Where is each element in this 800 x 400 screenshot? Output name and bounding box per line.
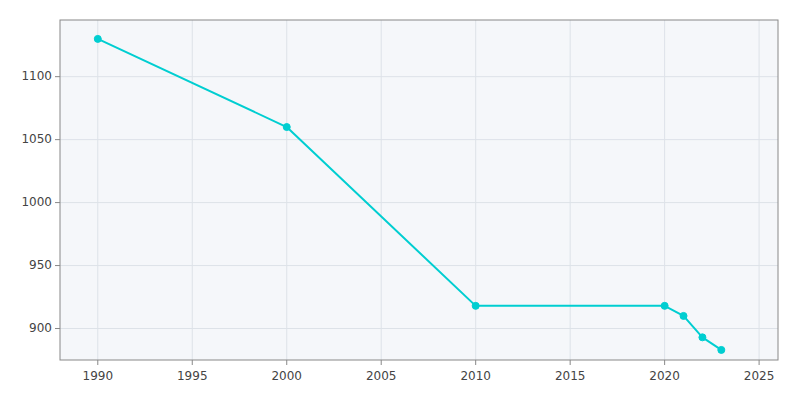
x-grid-line xyxy=(381,20,382,360)
y-tick xyxy=(55,265,60,266)
data-point xyxy=(472,302,479,309)
plot-background xyxy=(60,20,778,360)
x-grid-line xyxy=(286,20,287,360)
data-point xyxy=(94,35,101,42)
y-tick xyxy=(55,139,60,140)
data-point xyxy=(718,346,725,353)
x-tick xyxy=(97,360,98,365)
x-tick xyxy=(570,360,571,365)
y-tick-label: 1100 xyxy=(21,69,52,83)
x-grid-line xyxy=(97,20,98,360)
data-point xyxy=(680,312,687,319)
y-tick xyxy=(55,202,60,203)
x-tick xyxy=(192,360,193,365)
x-tick-label: 2020 xyxy=(649,369,680,383)
x-tick-label: 2015 xyxy=(555,369,586,383)
data-group xyxy=(94,35,725,353)
data-point xyxy=(661,302,668,309)
chart-svg: 900 950 1000 1050 1100 1990 1995 2000 2005 2010 20… xyxy=(0,0,800,400)
data-point xyxy=(283,124,290,131)
x-grid-line xyxy=(759,20,760,360)
grid xyxy=(60,20,778,360)
x-tick xyxy=(475,360,476,365)
x-tick-label: 2025 xyxy=(744,369,775,383)
x-tick-label: 2000 xyxy=(271,369,302,383)
x-tick xyxy=(286,360,287,365)
x-tick-label: 1990 xyxy=(83,369,114,383)
data-point xyxy=(699,334,706,341)
y-tick xyxy=(55,76,60,77)
y-tick-label: 900 xyxy=(29,321,52,335)
x-tick xyxy=(759,360,760,365)
y-grid-line xyxy=(60,328,778,329)
x-grid-line xyxy=(192,20,193,360)
y-grid-line xyxy=(60,265,778,266)
y-grid-line xyxy=(60,202,778,203)
x-tick-label: 2010 xyxy=(460,369,491,383)
data-line xyxy=(98,39,722,350)
x-tick-label: 1995 xyxy=(177,369,208,383)
axes: 900 950 1000 1050 1100 1990 1995 2000 2005 2010 20… xyxy=(21,20,778,383)
y-grid-line xyxy=(60,76,778,77)
y-tick xyxy=(55,328,60,329)
x-grid-line xyxy=(570,20,571,360)
x-tick-label: 2005 xyxy=(366,369,397,383)
x-tick xyxy=(664,360,665,365)
y-tick-label: 1050 xyxy=(21,132,52,146)
y-tick-label: 1000 xyxy=(21,195,52,209)
plot-frame xyxy=(60,20,778,360)
chart-container: 900 950 1000 1050 1100 1990 1995 2000 2005 2010 20… xyxy=(0,0,800,400)
y-grid-line xyxy=(60,139,778,140)
x-tick xyxy=(381,360,382,365)
y-tick-label: 950 xyxy=(29,258,52,272)
